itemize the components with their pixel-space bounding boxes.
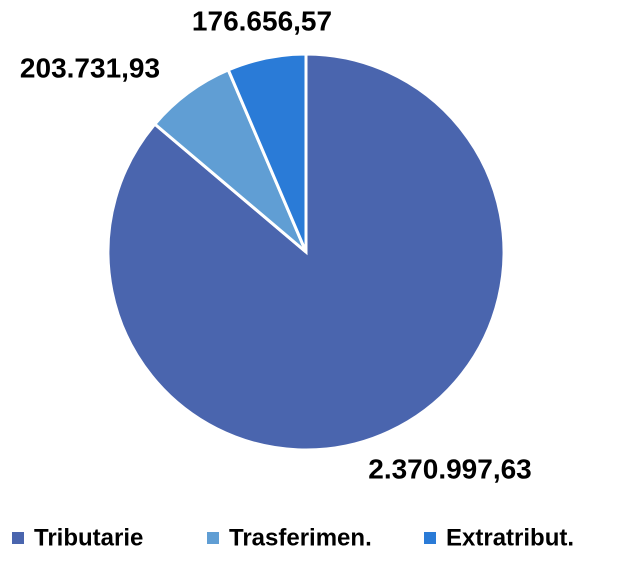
pie-slice: [106, 52, 506, 452]
legend-swatch: [12, 532, 24, 544]
legend-label: Trasferimen.: [229, 524, 372, 551]
data-label: 2.370.997,63: [368, 453, 532, 484]
legend-label: Tributarie: [34, 524, 143, 551]
data-label: 203.731,93: [20, 52, 160, 83]
legend-swatch: [207, 532, 219, 544]
pie-slice: [226, 52, 308, 253]
legend-swatch: [424, 532, 436, 544]
data-label: 176.656,57: [192, 5, 332, 36]
legend-label: Extratribut.: [446, 524, 574, 551]
